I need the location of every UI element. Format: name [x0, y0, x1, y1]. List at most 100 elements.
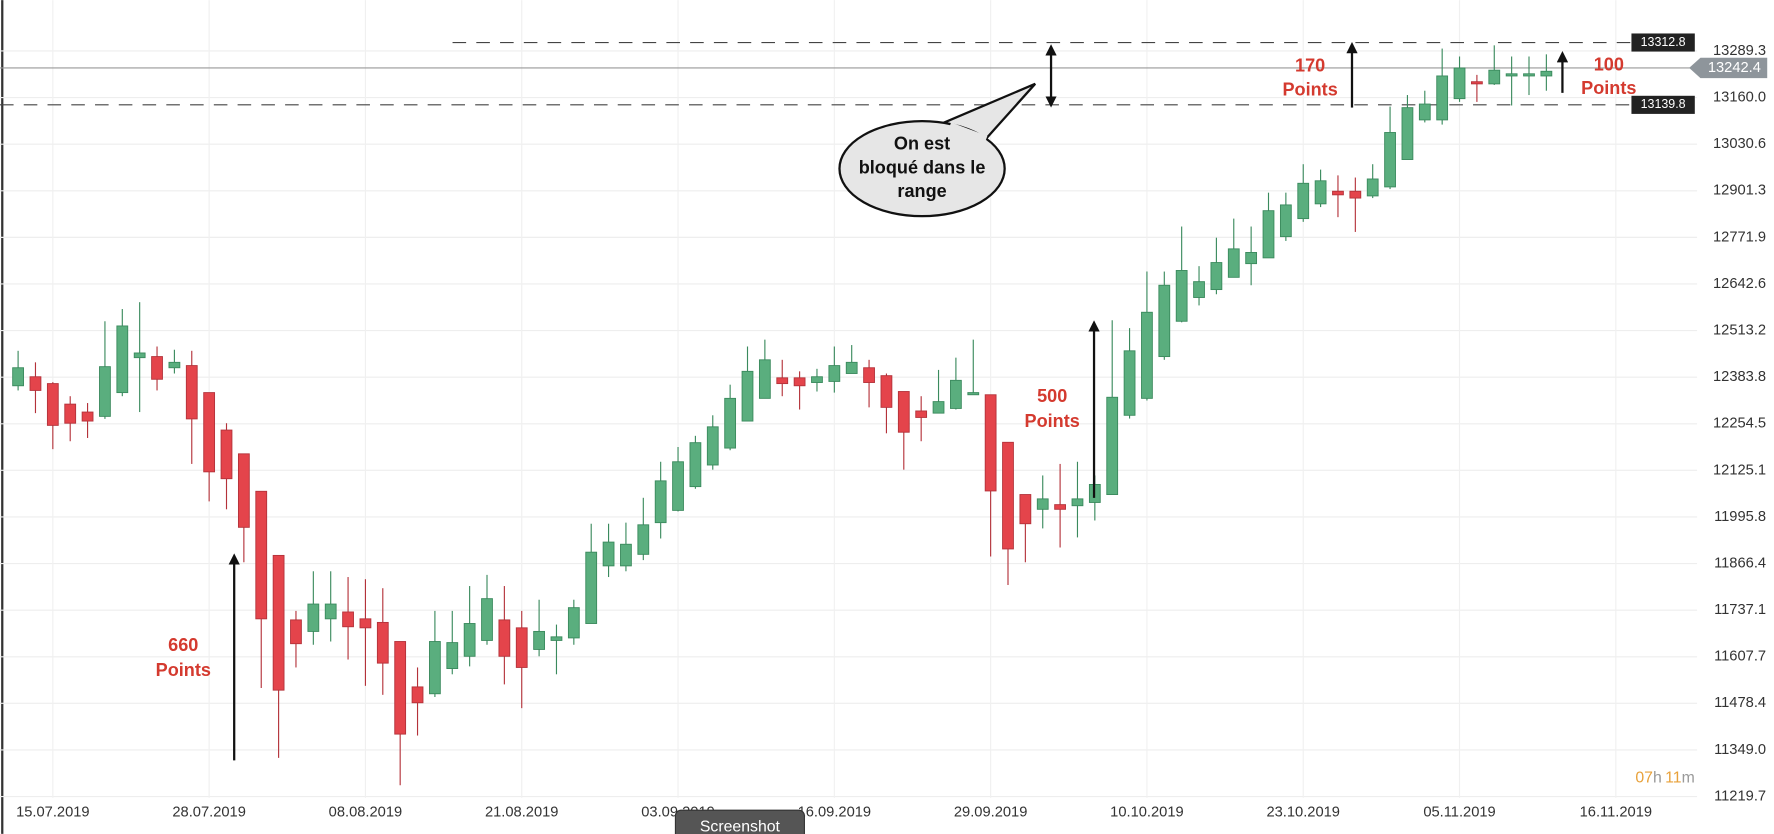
candle-body	[741, 370, 754, 422]
candle-body	[550, 636, 563, 641]
candle-body	[1436, 75, 1449, 121]
candle-body	[64, 403, 77, 424]
candle-body	[1314, 180, 1327, 205]
candle-body	[845, 361, 858, 374]
candle-body	[324, 603, 337, 620]
level-tag	[1631, 95, 1695, 114]
candle-body	[151, 356, 163, 380]
annotation: 500	[1037, 386, 1067, 406]
candles	[12, 45, 1553, 786]
candle-body	[168, 361, 181, 369]
candle-body	[99, 366, 111, 417]
candle-body	[463, 623, 476, 657]
candle-body	[342, 611, 354, 628]
candle-body	[1488, 69, 1501, 85]
x-tick-label: 21.08.2019	[485, 804, 559, 820]
candle-body	[1054, 504, 1066, 510]
candle-body	[724, 397, 737, 449]
candle-body	[706, 426, 719, 466]
last-price-tag	[1689, 57, 1768, 79]
candle-body	[967, 392, 980, 396]
candle-body	[1366, 178, 1379, 197]
candle-body	[46, 383, 59, 426]
candle-body	[1279, 204, 1292, 238]
candle-body	[1540, 70, 1553, 77]
candle-body	[637, 524, 650, 555]
callout-bubble	[838, 120, 1006, 218]
y-tick-label: 11478.4	[1714, 695, 1766, 711]
candle-body	[1019, 494, 1032, 525]
candle-body	[567, 607, 580, 639]
candle-body	[1123, 350, 1136, 416]
candle-body	[602, 541, 615, 567]
candle-body	[29, 376, 42, 391]
candle-body	[620, 543, 632, 567]
candle-body	[446, 642, 459, 669]
button-bg[interactable]	[674, 809, 805, 834]
candle-body	[515, 627, 528, 668]
candle-body	[429, 641, 441, 695]
callout-join	[949, 122, 988, 141]
candle-body	[376, 621, 389, 664]
candle-body	[1210, 262, 1223, 291]
candle-body	[533, 630, 545, 650]
annotation: Points	[1025, 411, 1080, 431]
candle-body	[1384, 132, 1396, 188]
candle-body	[81, 411, 94, 422]
candle-body	[12, 367, 24, 387]
candle-body	[1418, 103, 1431, 121]
timer-part: m	[1682, 770, 1695, 787]
candle-body	[255, 490, 268, 620]
candle-body	[950, 379, 962, 409]
axes: 11219.7 11349.0 11478.4 11607.7 11737.1 11866…	[16, 43, 1766, 820]
callout-text: range	[897, 181, 946, 201]
candle-body	[1297, 182, 1310, 220]
candle-body	[411, 686, 424, 704]
y-tick-label: 11349.0	[1714, 742, 1766, 758]
candle-body	[689, 442, 702, 488]
candle-body	[1036, 498, 1049, 510]
screenshot-button[interactable]: Screenshot	[674, 809, 805, 834]
candle-body	[672, 461, 684, 511]
x-tick-label: 16.09.2019	[798, 804, 872, 820]
candle-body	[758, 359, 771, 399]
x-tick-label: 08.08.2019	[329, 804, 403, 820]
candle-body	[359, 618, 372, 629]
y-tick-label: 11737.1	[1714, 602, 1766, 618]
button-label[interactable]: Screenshot	[700, 818, 781, 834]
x-tick-label: 29.09.2019	[954, 804, 1028, 820]
annotation: 660	[168, 635, 198, 655]
candle-body	[1175, 270, 1188, 322]
candle-body	[863, 367, 875, 383]
candle-body	[880, 375, 893, 408]
candle-body	[272, 554, 285, 691]
callout-text: On est	[894, 134, 950, 154]
candle-body	[897, 391, 910, 433]
y-tick-label: 11866.4	[1714, 555, 1766, 571]
levels: 13312.8 13139.8 13242.4	[0, 33, 1768, 114]
candle-body	[133, 352, 146, 359]
y-tick-label: 13289.3	[1713, 43, 1766, 59]
candle-body	[776, 377, 789, 385]
last-price-label: 13242.4	[1708, 60, 1761, 76]
y-tick-label: 13160.0	[1713, 89, 1766, 105]
candle-body	[1193, 281, 1205, 298]
candle-body	[1227, 248, 1240, 278]
y-tick-label: 12642.6	[1713, 276, 1766, 292]
candle-body	[585, 551, 598, 624]
y-tick-label: 12254.5	[1713, 416, 1766, 432]
y-tick-label: 11219.7	[1714, 788, 1766, 804]
candle-body	[793, 377, 806, 387]
candle-body	[932, 401, 945, 414]
candle-body	[220, 429, 233, 480]
candle-body	[811, 376, 823, 383]
candle-body	[394, 641, 407, 735]
y-tick-label: 12513.2	[1713, 322, 1766, 338]
annotation: 170	[1295, 56, 1325, 76]
level-label: 13139.8	[1641, 97, 1686, 111]
candle-body	[1002, 441, 1014, 550]
level-tag	[1631, 33, 1695, 52]
candle-body	[1332, 190, 1344, 196]
x-tick-label: 15.07.2019	[16, 804, 90, 820]
timer: 07h 11m	[1635, 770, 1694, 787]
